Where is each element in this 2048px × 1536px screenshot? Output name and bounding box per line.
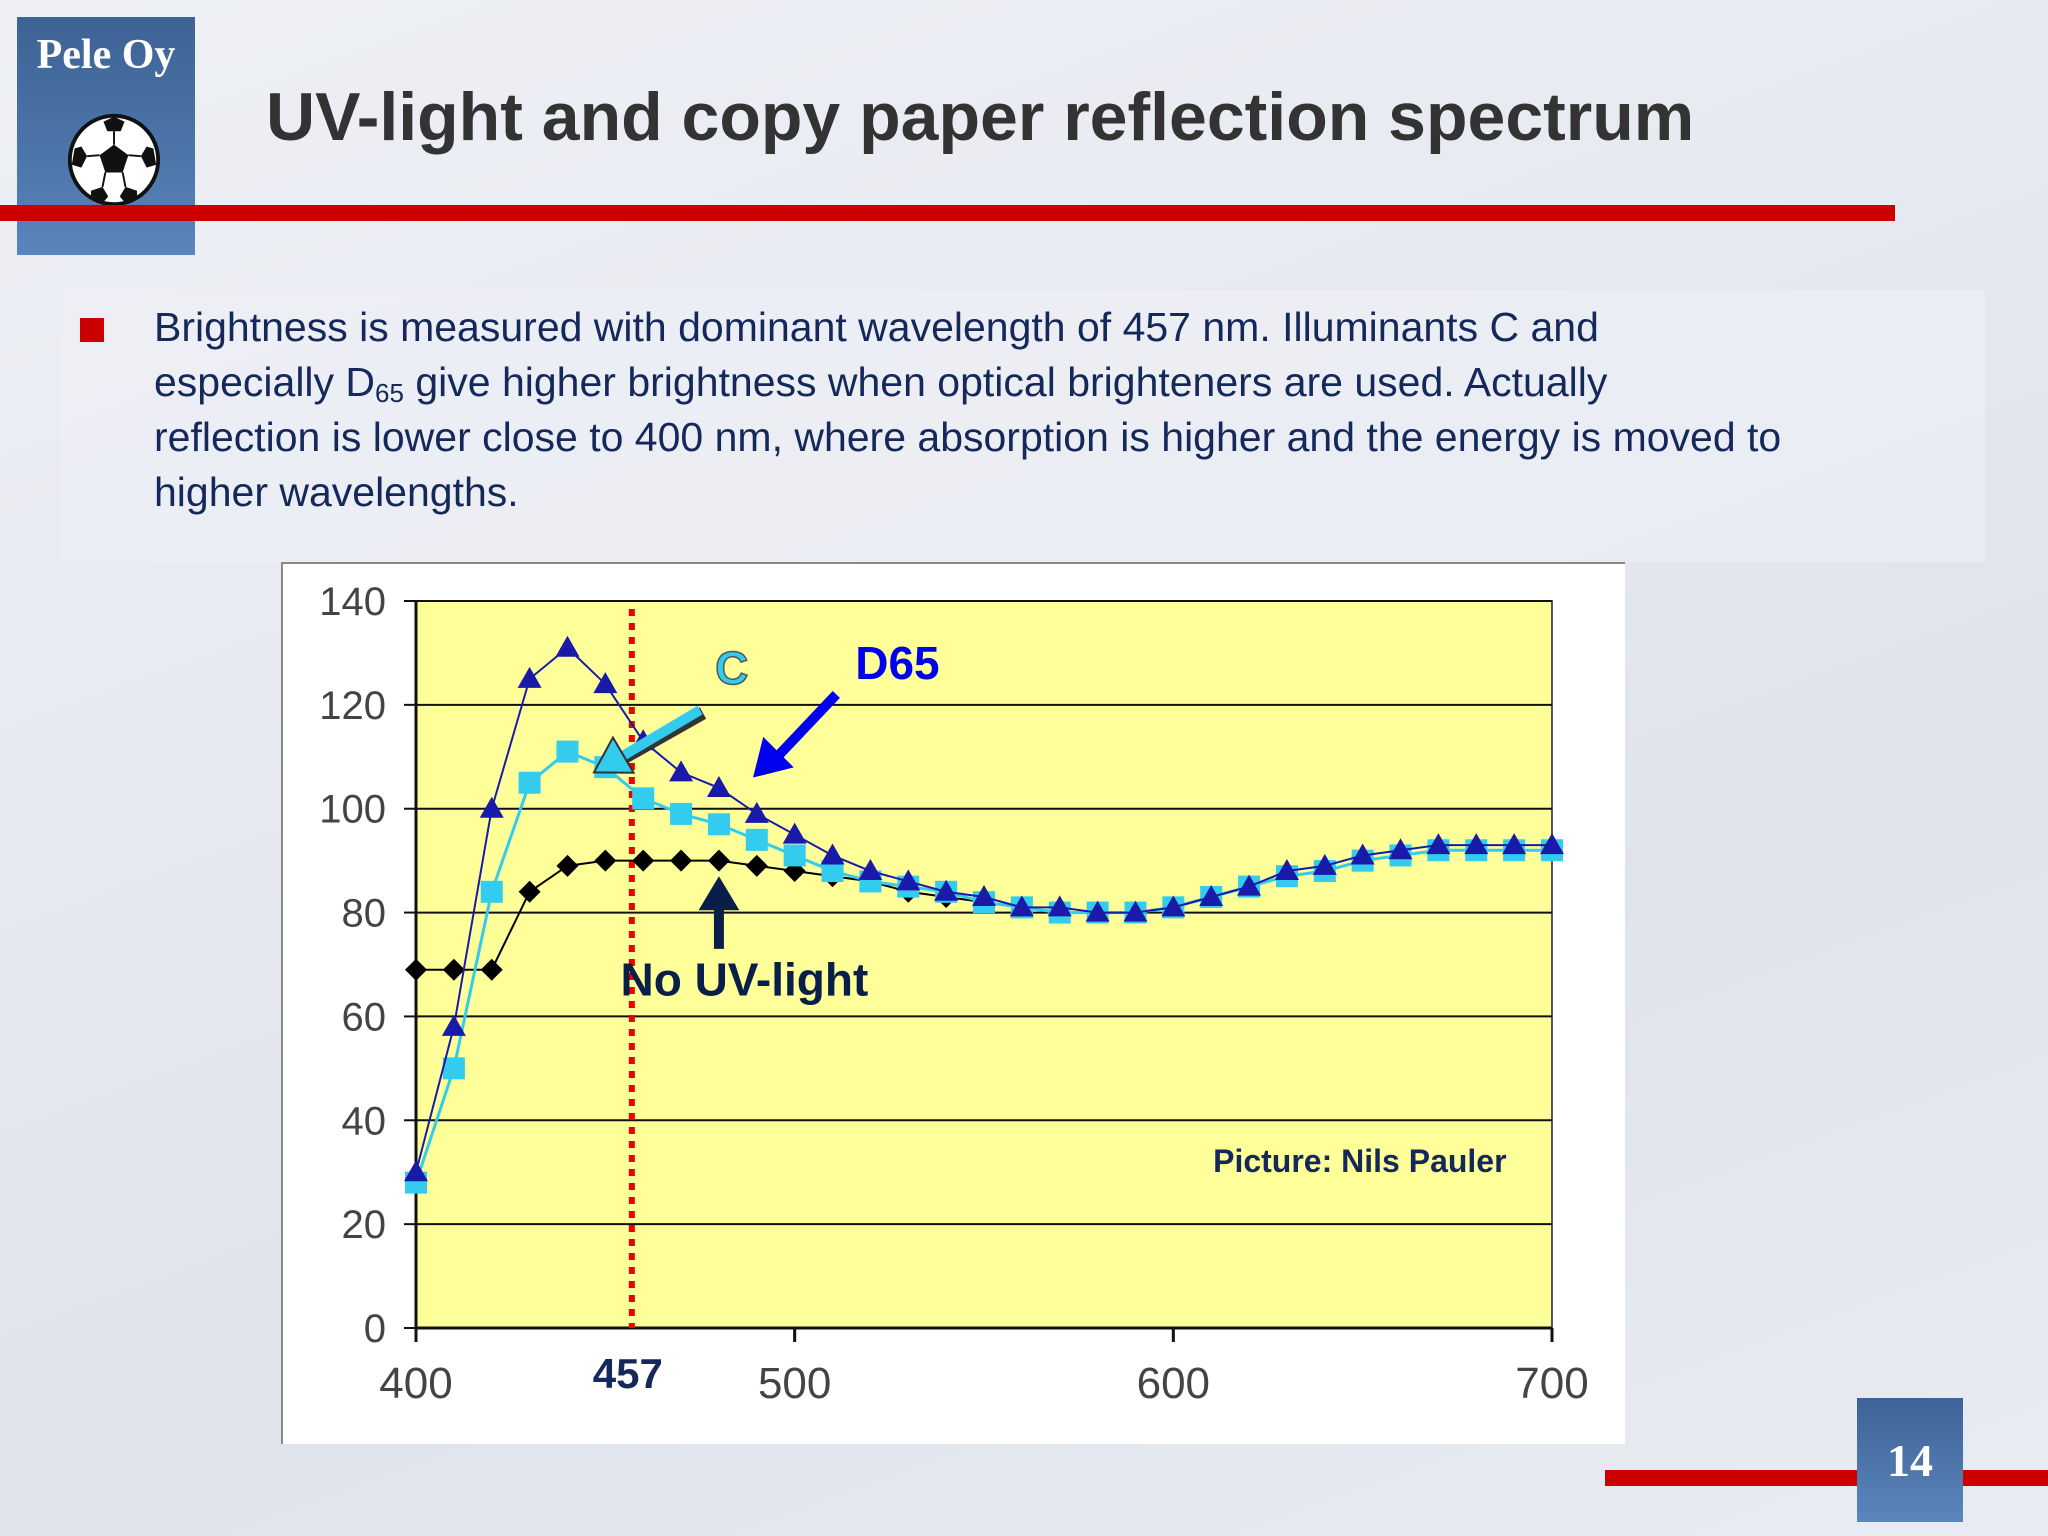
series-d65-point <box>1237 874 1262 896</box>
series-d65-point <box>1312 853 1337 875</box>
series-d65-point <box>441 1014 466 1036</box>
series-no-uv-light-point <box>745 854 768 877</box>
title-divider <box>0 205 1895 221</box>
arrow-c-head <box>592 735 636 774</box>
y-tick-label: 0 <box>364 1307 386 1351</box>
soccer-ball-icon <box>67 113 161 207</box>
series-c-point <box>518 771 541 794</box>
series-no-uv-light-point <box>442 958 465 981</box>
page-number: 14 <box>1887 1435 1933 1486</box>
series-d65-point <box>1085 900 1110 922</box>
picture-credit: Picture: Nils Pauler <box>1213 1143 1506 1179</box>
marker-line-label: 457 <box>593 1350 663 1397</box>
bullet-line-1: Brightness is measured with dominant wav… <box>154 304 1599 350</box>
series-d65-point <box>1047 895 1072 917</box>
bullet-line-2: especially D65 give higher brightness wh… <box>154 359 1608 408</box>
series-d65-point <box>820 843 845 865</box>
annotation-no-uv-light: No UV-light <box>620 954 868 1006</box>
y-tick-label: 20 <box>342 1203 387 1247</box>
series-no-uv-light-point <box>632 849 655 872</box>
series-d65-point <box>1274 859 1299 881</box>
series-d65-point <box>934 879 959 901</box>
series-d65-point <box>1540 833 1564 855</box>
series-c-point <box>556 740 579 763</box>
page-title: UV-light and copy paper reflection spect… <box>266 79 1695 155</box>
series-d65-point <box>1426 833 1451 855</box>
x-tick-label: 700 <box>1515 1359 1588 1408</box>
y-tick-label: 140 <box>319 580 386 624</box>
logo-text: Pele Oy <box>36 32 176 78</box>
series-d65-point <box>1350 843 1375 865</box>
series-d65-point <box>1123 900 1148 922</box>
series-d65-point <box>593 672 618 694</box>
footer-divider <box>1605 1470 2048 1486</box>
series-d65-point <box>1009 895 1034 917</box>
series-d65-point <box>555 635 580 657</box>
series-d65-point <box>1502 833 1527 855</box>
series-d65-point <box>896 869 921 891</box>
series-d65-point <box>706 775 731 797</box>
annotation-c: C <box>715 642 748 694</box>
series-no-uv-light-point <box>405 958 427 981</box>
x-tick-label: 600 <box>1137 1359 1210 1408</box>
series-c-point <box>442 1057 465 1080</box>
arrow-no-uv-head <box>698 876 740 911</box>
series-d65-point <box>1161 895 1186 917</box>
series-no-uv-light-point <box>594 849 617 872</box>
series-c-point <box>783 844 806 867</box>
x-tick-label: 400 <box>379 1359 452 1408</box>
annotation-d65: D65 <box>855 637 939 689</box>
series-no-uv-light-point <box>518 880 541 903</box>
series-no-uv-light-point <box>783 860 806 883</box>
series-c-point <box>670 802 693 825</box>
series-c-point <box>480 880 503 903</box>
series-d65-point <box>972 884 996 906</box>
series-no-uv-light-point <box>707 849 730 872</box>
y-tick-label: 40 <box>342 1099 387 1143</box>
series-c-point <box>707 813 730 836</box>
series-c-point <box>745 828 768 851</box>
arrow-d65-head <box>753 736 794 778</box>
series-d65-point <box>858 859 883 881</box>
series-no-uv-light-point <box>480 958 503 981</box>
chart: 0 20 40 60 80 100 120 140 400 500 600 700 457 C D65 No … <box>281 562 1625 1444</box>
series-d65-point <box>782 822 807 844</box>
series-d65-point <box>1199 884 1224 906</box>
reflection-spectrum-chart: 0 20 40 60 80 100 120 140 400 500 600 700 457 C D65 No … <box>319 580 1588 1408</box>
series-d65-point <box>404 1160 428 1182</box>
y-tick-label: 120 <box>319 684 386 728</box>
series-d65-point <box>669 760 694 782</box>
series-d65-point <box>744 801 769 823</box>
series-d65-point <box>1388 838 1413 860</box>
y-tick-label: 80 <box>342 892 387 936</box>
bullet-marker <box>80 318 104 342</box>
plot-area <box>415 600 1553 1329</box>
series-c-point <box>632 787 655 810</box>
series-d65-point <box>517 666 542 688</box>
page-number-box: 14 <box>1857 1398 1963 1522</box>
bullet-line-3: reflection is lower close to 400 nm, whe… <box>154 414 1782 460</box>
bullet-text: Brightness is measured with dominant wav… <box>154 300 1984 520</box>
arrow-c-shaft <box>609 705 703 767</box>
series-c-point <box>821 860 844 883</box>
series-d65-point <box>1464 833 1489 855</box>
y-tick-label: 60 <box>342 995 387 1039</box>
series-no-uv-light-point <box>670 849 693 872</box>
content-panel <box>60 290 1985 562</box>
y-tick-label: 100 <box>319 788 386 832</box>
x-tick-label: 500 <box>758 1359 831 1408</box>
bullet-line-4: higher wavelengths. <box>154 469 519 515</box>
series-no-uv-light-point <box>556 854 579 877</box>
series-d65-point <box>479 796 504 818</box>
